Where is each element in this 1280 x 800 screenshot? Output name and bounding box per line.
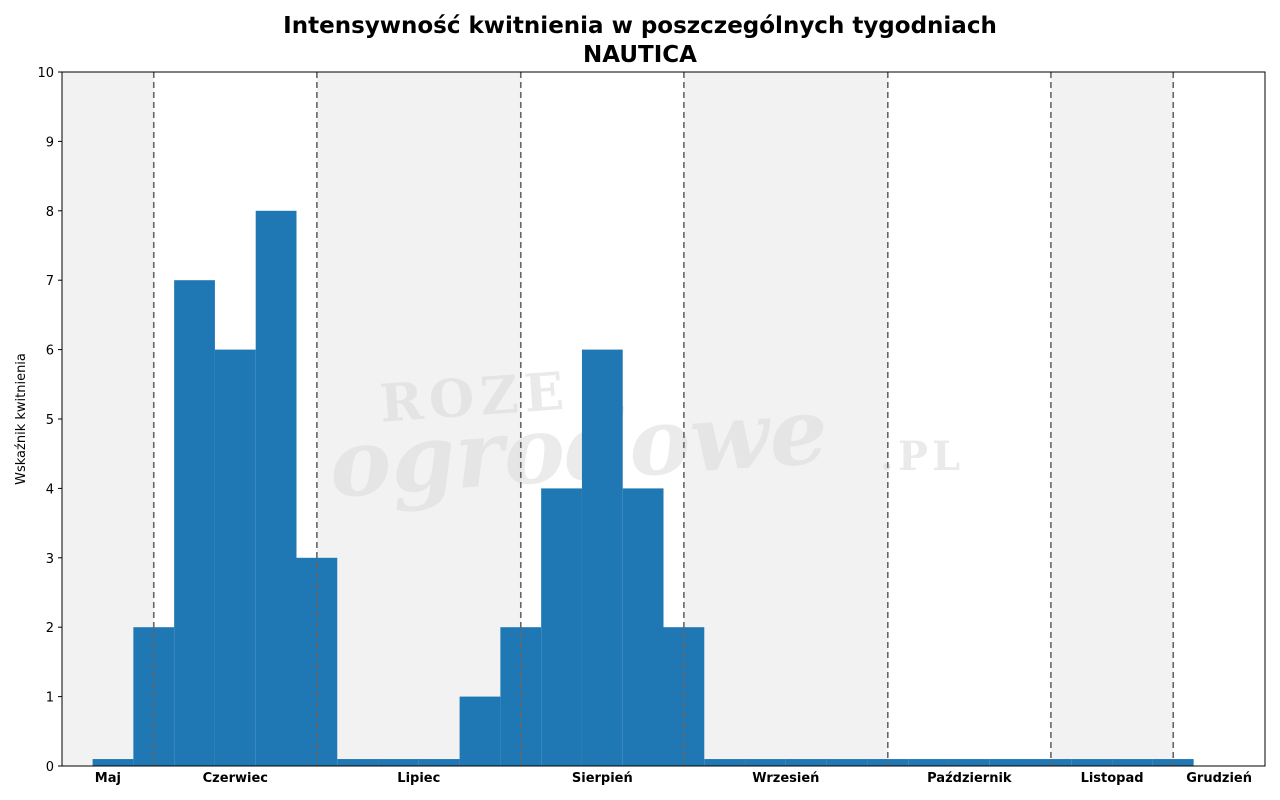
month-label: Listopad: [1081, 771, 1144, 786]
y-tick-label: 8: [46, 205, 54, 220]
bar: [214, 349, 256, 766]
month-shade: [316, 72, 521, 766]
y-tick-label: 1: [46, 691, 54, 706]
month-shading: [62, 72, 1174, 766]
bar: [378, 759, 419, 766]
bar: [581, 349, 623, 766]
bar: [908, 759, 949, 766]
y-tick-label: 7: [46, 274, 54, 289]
bar: [826, 759, 868, 766]
month-label: Czerwiec: [203, 771, 268, 786]
bar: [337, 759, 379, 766]
y-tick-label: 4: [46, 482, 54, 497]
y-tick-label: 0: [46, 760, 54, 775]
bar: [541, 488, 582, 766]
month-label: Grudzień: [1186, 771, 1252, 786]
y-tick-label: 5: [46, 413, 54, 428]
y-axis-label: Wskaźnik kwitnienia: [14, 353, 29, 485]
bar: [989, 759, 1031, 766]
y-axis: 0 1 2 3 4 5 6 7 8 9 10: [37, 66, 62, 775]
bar: [704, 759, 746, 766]
month-label: Lipiec: [397, 771, 440, 786]
bar: [255, 210, 297, 767]
month-dividers: [152, 72, 1175, 766]
y-tick-label: 3: [46, 552, 54, 567]
bar: [418, 759, 460, 766]
chart-subtitle: NAUTICA: [583, 42, 697, 68]
chart-title: Intensywność kwitnienia w poszczególnych…: [283, 13, 997, 39]
bar: [1112, 759, 1153, 766]
bar: [948, 759, 990, 766]
bar: [622, 488, 664, 766]
y-tick-label: 6: [46, 344, 54, 359]
bar: [174, 280, 215, 766]
month-label: Sierpień: [572, 771, 633, 786]
month-label: Wrzesień: [752, 771, 819, 786]
watermark-line3: .PL: [880, 433, 964, 480]
y-tick-label: 2: [46, 621, 54, 636]
month-label: Maj: [95, 771, 121, 786]
month-shade: [683, 72, 888, 766]
x-axis-month-labels: Maj Czerwiec Lipiec Sierpień Wrzesień Paździe…: [95, 771, 1252, 786]
bar: [785, 759, 827, 766]
bar: [745, 759, 786, 766]
bar: [92, 759, 134, 766]
month-shade: [1050, 72, 1174, 766]
bar: [1071, 759, 1113, 766]
month-label: Październik: [927, 771, 1012, 786]
bar: [459, 696, 501, 766]
bars: [92, 210, 1194, 767]
y-tick-label: 9: [46, 135, 54, 150]
watermark-line1: ROZE: [378, 361, 572, 435]
y-tick-label: 10: [37, 66, 54, 81]
